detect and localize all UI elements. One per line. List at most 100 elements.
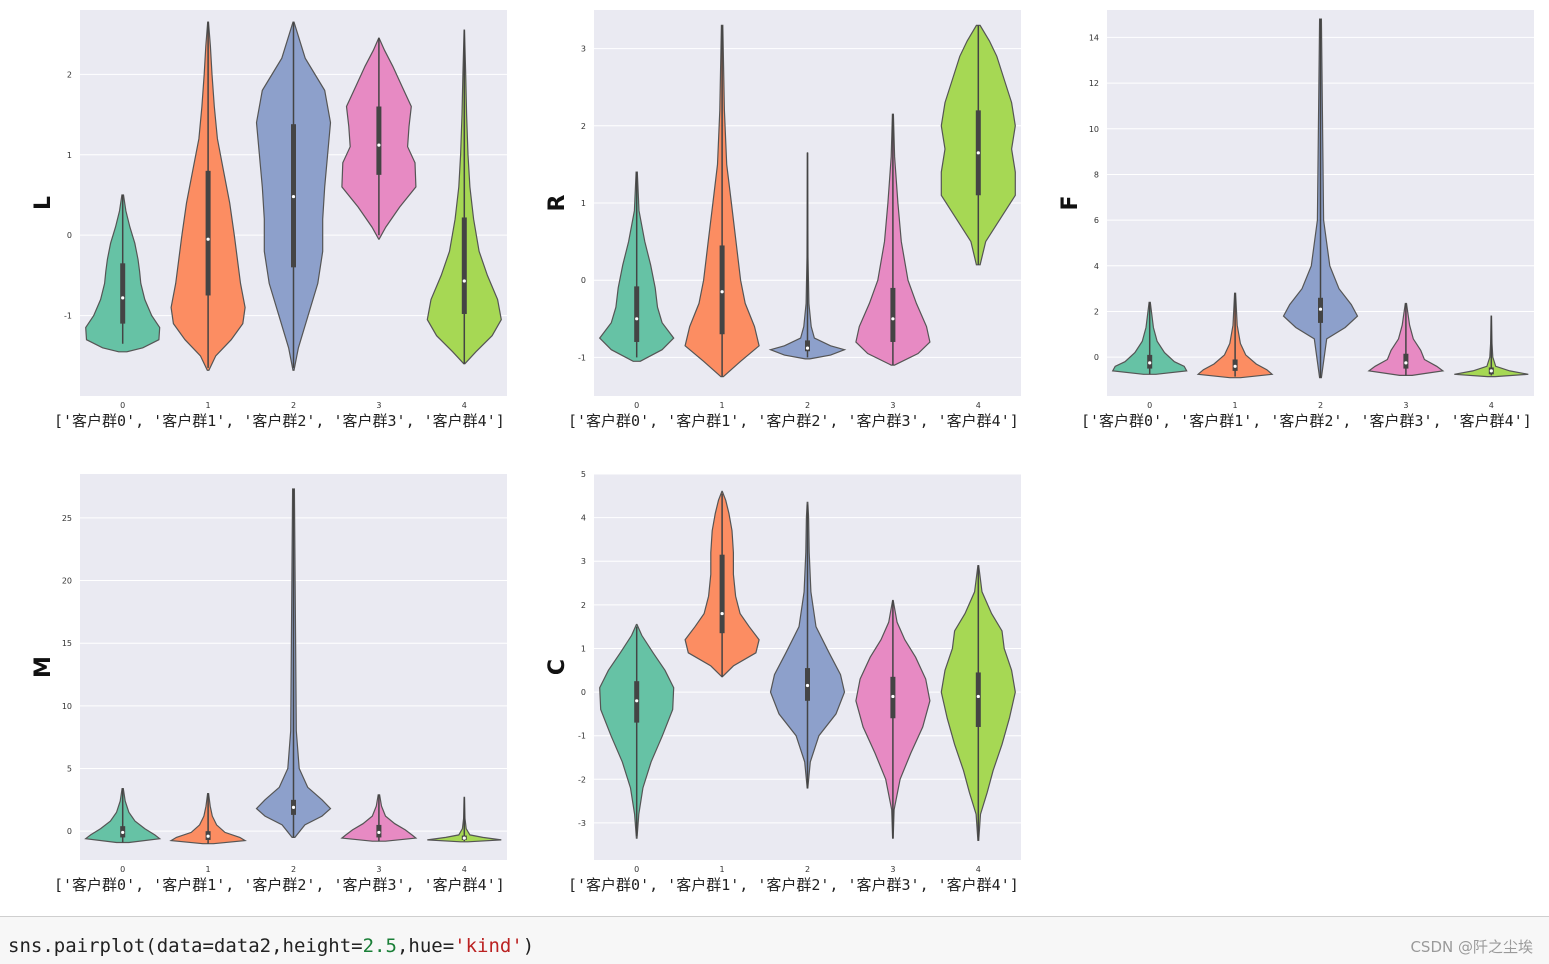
violin-iqr-box: [719, 245, 725, 335]
violin-median-point: [805, 346, 810, 350]
x-category-list: ['客户群0', '客户群1', '客户群2', '客户群3', '客户群4']: [54, 412, 505, 430]
violin-iqr-box: [461, 217, 467, 314]
y-axis-label: F: [1058, 195, 1083, 210]
y-tick-label: 4: [1094, 262, 1099, 271]
y-tick-label: 2: [581, 601, 586, 610]
y-tick-label: 0: [1094, 353, 1099, 362]
violin-median-point: [121, 296, 125, 300]
x-tick-label: 2: [805, 865, 810, 874]
y-tick-label: 1: [67, 151, 72, 160]
x-tick-label: 3: [890, 401, 895, 410]
x-tick-label: 0: [1147, 401, 1152, 410]
x-tick-label: 0: [634, 865, 639, 874]
violin-median-point: [805, 683, 810, 688]
x-tick-label: 1: [1233, 401, 1238, 410]
violin-iqr-box: [975, 672, 981, 727]
x-tick-label: 2: [1318, 401, 1323, 410]
violin-median-point: [462, 279, 466, 283]
chart-panel-M: 0 5 10 15 20 25 M 0 1 2 3 4 ['客户群0', '客户群1', '客户群2',…: [31, 474, 507, 894]
x-tick-label: 4: [462, 401, 467, 410]
code-text: ,hue=: [396, 935, 455, 957]
violin-iqr-box: [634, 286, 640, 342]
y-axis-label: R: [545, 194, 570, 211]
violin-median-point: [1318, 307, 1323, 311]
violin-median-point: [121, 830, 125, 835]
x-tick-label: 0: [120, 401, 125, 410]
violin-median-point: [1404, 361, 1408, 365]
chart-panel-L: -1 0 1 2 L 0 1 2 3 4 ['客户群0', '客户群1', '客户群2', '客户群…: [31, 10, 507, 430]
x-category-list: ['客户群0', '客户群1', '客户群2', '客户群3', '客户群4']: [1081, 412, 1532, 430]
violin-iqr-box: [1403, 353, 1409, 369]
y-tick-label: 1: [581, 644, 586, 653]
y-axis-label: M: [31, 656, 56, 678]
x-tick-label: 4: [1489, 401, 1494, 410]
y-tick-label: -3: [578, 819, 586, 828]
violin-median-point: [1148, 361, 1152, 365]
chart-panel-R: -1 0 1 2 3 R 0 1 2 3 4 ['客户群0', '客户群1', '客户群2', '客户…: [545, 10, 1021, 430]
violin-median-point: [891, 317, 895, 321]
y-tick-label: 2: [67, 70, 72, 79]
y-tick-label: 2: [1094, 307, 1099, 316]
x-tick-label: 2: [291, 865, 296, 874]
x-tick-label: 3: [376, 865, 381, 874]
violin-iqr-box: [205, 170, 211, 296]
y-tick-label: 0: [581, 688, 586, 697]
y-tick-label: 1: [581, 199, 586, 208]
x-tick-label: 3: [1403, 401, 1408, 410]
violin-median-point: [976, 151, 980, 155]
violin-iqr-box: [719, 554, 725, 634]
y-tick-label: 8: [1094, 170, 1099, 179]
code-line[interactable]: sns.pairplot(data=data2,height=2.5,hue='…: [8, 935, 534, 957]
y-tick-label: 10: [1089, 125, 1099, 134]
x-tick-label: 3: [376, 401, 381, 410]
y-tick-label: 0: [67, 231, 72, 240]
code-cell[interactable]: sns.pairplot(data=data2,height=2.5,hue='…: [0, 916, 1549, 964]
x-tick-label: 1: [720, 865, 725, 874]
violin-median-point: [291, 805, 296, 809]
x-tick-label: 1: [720, 401, 725, 410]
y-tick-label: 5: [581, 470, 586, 479]
x-tick-label: 1: [206, 401, 211, 410]
y-tick-label: -1: [578, 732, 586, 741]
x-tick-label: 0: [120, 865, 125, 874]
x-tick-label: 2: [291, 401, 296, 410]
y-tick-label: 25: [62, 514, 72, 523]
violin-median-point: [720, 290, 724, 294]
y-tick-label: 20: [62, 577, 72, 586]
y-tick-label: 14: [1089, 33, 1099, 42]
x-tick-label: 4: [976, 865, 981, 874]
y-tick-label: 6: [1094, 216, 1099, 225]
code-number: 2.5: [362, 935, 397, 957]
x-tick-label: 3: [890, 865, 895, 874]
violin-median-point: [891, 694, 895, 699]
violin-median-point: [720, 611, 724, 616]
violin-iqr-box: [890, 287, 896, 342]
y-tick-label: 0: [581, 276, 586, 285]
y-tick-label: 4: [581, 514, 586, 523]
y-tick-label: 5: [67, 765, 72, 774]
y-tick-label: -1: [64, 312, 72, 321]
code-string: 'kind': [454, 935, 523, 957]
y-tick-label: 2: [581, 122, 586, 131]
violin-median-point: [635, 317, 639, 321]
violin-iqr-box: [376, 106, 382, 175]
y-tick-label: 12: [1089, 79, 1099, 88]
x-tick-label: 1: [206, 865, 211, 874]
violin-median-point: [206, 834, 210, 838]
y-axis-label: C: [545, 659, 570, 675]
code-text: ): [522, 935, 535, 957]
y-tick-label: 0: [67, 827, 72, 836]
violin-median-point: [291, 194, 296, 199]
violin-iqr-box: [805, 340, 810, 352]
x-tick-label: 0: [634, 401, 639, 410]
violin-iqr-box: [120, 263, 126, 324]
y-tick-label: 3: [581, 45, 586, 54]
y-tick-label: 3: [581, 557, 586, 566]
x-tick-label: 4: [976, 401, 981, 410]
watermark: CSDN @阡之尘埃: [1410, 938, 1533, 956]
y-tick-label: 10: [62, 702, 72, 711]
y-tick-label: -2: [578, 775, 586, 784]
violin-median-point: [377, 143, 381, 147]
